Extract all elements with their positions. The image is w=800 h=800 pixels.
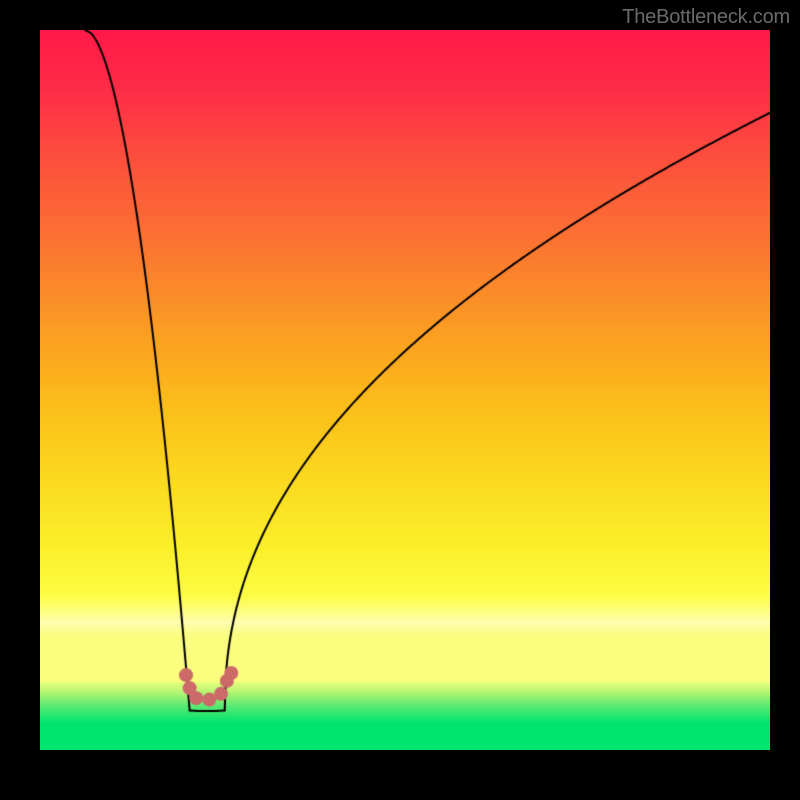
chart-container: TheBottleneck.com	[0, 0, 800, 800]
attribution-text: TheBottleneck.com	[622, 6, 790, 29]
plot-area	[40, 30, 770, 750]
plot-canvas	[40, 30, 770, 750]
